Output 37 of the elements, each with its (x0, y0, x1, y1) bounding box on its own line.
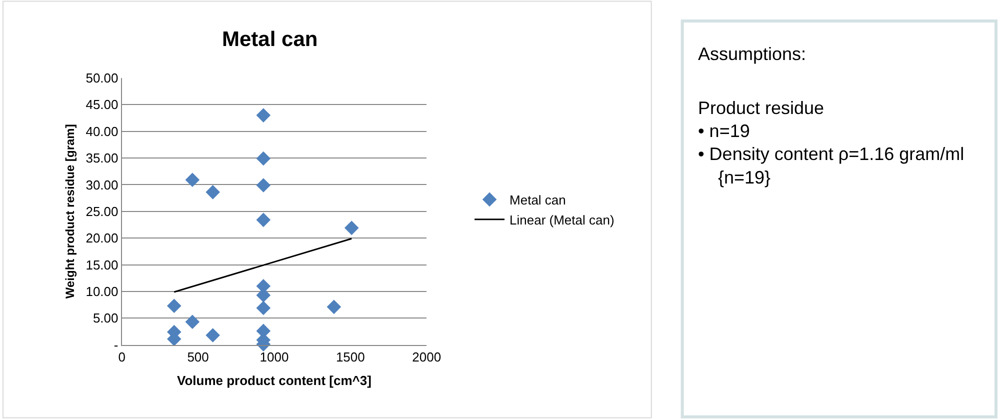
legend-label: Metal can (510, 192, 566, 208)
text: Assumptions: (698, 44, 806, 64)
point (256, 178, 271, 192)
legend-label: Linear (Metal can) (510, 212, 614, 228)
x-tick-label: 2000 (412, 349, 442, 364)
x-tick-label: 500 (187, 349, 209, 364)
y-tick-label: 5.00 (92, 310, 118, 326)
y-tick-label: 20.00 (86, 230, 118, 246)
point (256, 300, 271, 316)
y-tick-label: 35.00 (86, 150, 118, 166)
point (185, 172, 200, 188)
text: • n=19 (698, 121, 750, 141)
y-tick-label: - (114, 337, 118, 352)
point (326, 300, 342, 314)
y-tick-label: 45.00 (86, 97, 118, 112)
y-tick-label: 15.00 (86, 257, 118, 272)
point (256, 212, 271, 228)
x-tick-label: 0 (118, 349, 126, 364)
x-tick-label: 1000 (260, 349, 289, 364)
chart-title: Metal can (222, 28, 318, 51)
point (166, 298, 182, 314)
y-tick-label: 50.00 (86, 70, 118, 86)
x-axis-title: Volume product content [cm^3] (177, 373, 372, 388)
text: • Density content ρ=1.16 gram/ml {n=19} (698, 144, 964, 188)
y-axis-title: Weight product residue [gram] (63, 124, 78, 299)
point (206, 185, 220, 200)
y-tick-label: 25.00 (86, 204, 118, 219)
x-tick-label: 1500 (336, 349, 365, 364)
text: Product residue (698, 98, 824, 118)
y-tick-label: 40.00 (86, 124, 118, 139)
y-tick-label: 30.00 (86, 177, 118, 192)
point (206, 328, 220, 342)
y-tick-label: 10.00 (86, 284, 118, 300)
point (344, 220, 359, 236)
point (256, 151, 271, 166)
point (185, 314, 200, 330)
point (256, 108, 271, 122)
